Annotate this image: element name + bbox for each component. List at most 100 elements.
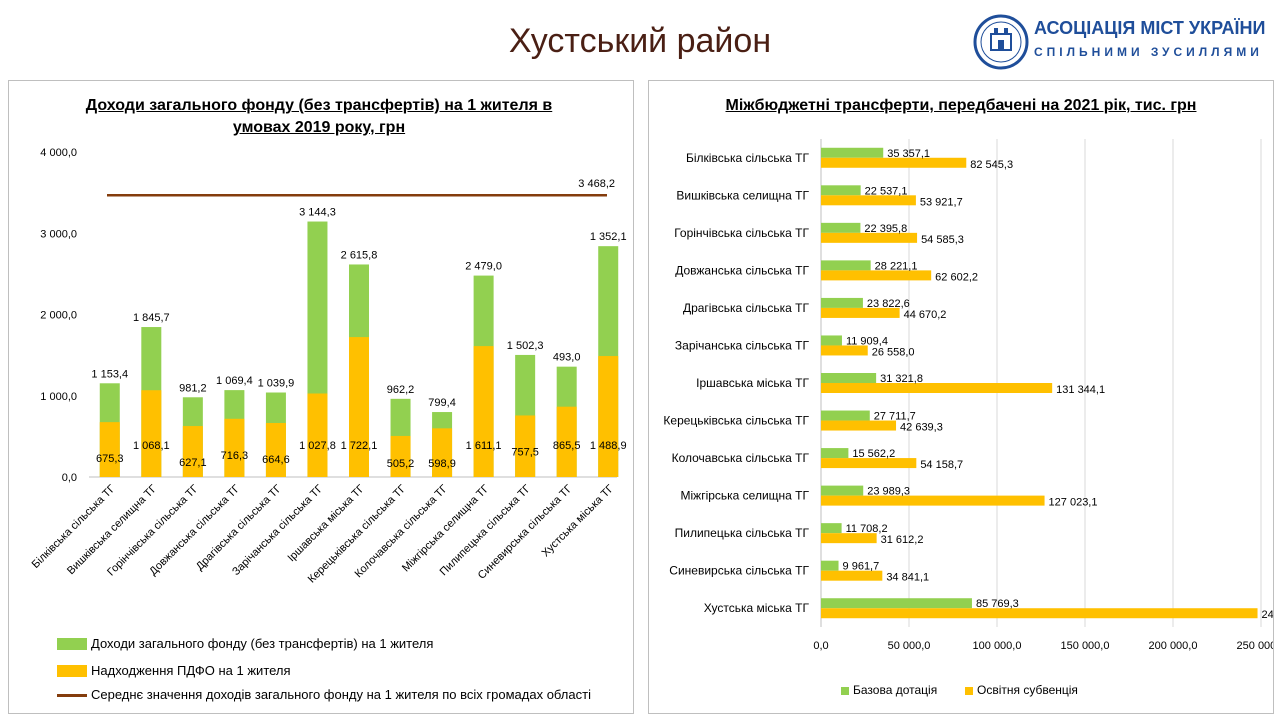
pdfo-data-label: 598,9	[428, 458, 456, 470]
right-chart-panel: Міжбюджетні трансферти, передбачені на 2…	[648, 80, 1274, 714]
education-subvention-data-label: 54 585,3	[921, 234, 964, 246]
pdfo-data-label: 1 722,1	[341, 440, 378, 452]
base-subsidy-bar	[821, 373, 877, 383]
pdfo-data-label: 505,2	[387, 458, 415, 470]
legend-swatch-education-subvention	[965, 687, 973, 695]
pdfo-bar	[349, 337, 369, 477]
y-tick-label: Іршавська міська ТГ	[696, 376, 809, 390]
pdfo-bar	[473, 346, 494, 477]
legend-swatch-average	[57, 694, 87, 697]
income-data-label: 981,2	[179, 382, 207, 394]
base-subsidy-bar	[821, 448, 849, 459]
pdfo-data-label: 757,5	[511, 446, 539, 458]
base-subsidy-bar	[821, 523, 842, 534]
base-subsidy-data-label: 15 562,2	[852, 448, 895, 460]
y-tick-label: Вишківська селищна ТГ	[676, 188, 809, 202]
income-data-label: 2 615,8	[341, 249, 378, 261]
y-tick-label: Довжанська сільська ТГ	[675, 263, 809, 277]
pdfo-data-label: 1 488,9	[590, 440, 627, 452]
x-tick-label: Іршавська міська ТГ	[285, 483, 367, 565]
base-subsidy-data-label: 85 769,3	[976, 598, 1019, 610]
y-tick-label: Хустська міська ТГ	[704, 601, 810, 615]
left-chart-title-line1: Доходи загального фонду (без трансфертів…	[85, 97, 553, 114]
association-logo: АСОЦІАЦІЯ МІСТ УКРАЇНИ СПІЛЬНИМИ ЗУСИЛЛЯ…	[972, 12, 1272, 72]
education-subvention-bar	[821, 420, 897, 431]
base-subsidy-data-label: 11 909,4	[846, 335, 888, 347]
legend-pdfo-label: Надходження ПДФО на 1 жителя	[91, 663, 291, 678]
legend-education-subvention-label: Освітня субвенція	[977, 683, 1078, 697]
education-subvention-bar	[821, 195, 916, 206]
base-subsidy-bar	[821, 485, 864, 496]
education-subvention-data-label: 44 670,2	[904, 309, 947, 321]
left-chart-title: Доходи загального фонду (без трансфертів…	[49, 95, 589, 139]
x-tick-label: Білківська сільська ТГ	[30, 483, 118, 571]
base-subsidy-data-label: 27 711,7	[874, 411, 916, 423]
income-data-label: 962,2	[387, 384, 415, 396]
pdfo-data-label: 664,6	[262, 454, 290, 466]
income-data-label: 3 144,3	[299, 207, 336, 219]
pdfo-bar	[224, 418, 245, 477]
x-tick-label: 0,0	[813, 640, 828, 652]
pdfo-bar	[598, 356, 619, 477]
y-tick-label: Керецьківська сільська ТГ	[663, 414, 809, 428]
x-tick-label: 250 000,0	[1237, 640, 1273, 652]
base-subsidy-bar	[821, 147, 884, 158]
pdfo-bar	[556, 406, 577, 477]
education-subvention-data-label: 34 841,1	[886, 572, 929, 584]
education-subvention-bar	[821, 270, 932, 281]
y-tick-label: 0,0	[62, 472, 77, 484]
income-data-label: 1 153,4	[91, 368, 128, 380]
base-subsidy-bar	[821, 222, 861, 233]
pdfo-data-label: 1 068,1	[133, 440, 170, 452]
y-tick-label: Колочавська сільська ТГ	[672, 451, 810, 465]
y-tick-label: Горінчівська сільська ТГ	[674, 226, 809, 240]
base-subsidy-data-label: 31 321,8	[880, 373, 923, 385]
education-subvention-bar	[821, 533, 877, 544]
base-subsidy-bar	[821, 185, 861, 196]
base-subsidy-data-label: 23 822,6	[867, 298, 910, 310]
left-bar-chart: 0,0 1 000,0 2 000,0 3 000,0 4 000,0 1 153,4 67…	[30, 147, 627, 585]
education-subvention-bar	[821, 608, 1258, 619]
y-tick-label: Пилипецька сільська ТГ	[675, 526, 810, 540]
y-tick-label: 3 000,0	[40, 228, 77, 240]
pdfo-bar	[515, 415, 536, 477]
income-data-label: 493,0	[553, 352, 581, 364]
pdfo-data-label: 716,3	[221, 450, 249, 462]
income-data-label: 2 479,0	[465, 261, 502, 273]
y-tick-label: Зарічанська сільська ТГ	[675, 338, 810, 352]
base-subsidy-bar	[821, 560, 839, 571]
city-emblem-icon	[973, 14, 1029, 70]
pdfo-bar	[99, 422, 120, 477]
legend-income-label: Доходи загального фонду (без трансфертів…	[91, 636, 434, 651]
education-subvention-bar	[821, 345, 868, 356]
pdfo-data-label: 1 027,8	[299, 440, 336, 452]
base-subsidy-bar	[821, 260, 871, 271]
income-data-label: 1 502,3	[507, 340, 544, 352]
pdfo-bar	[307, 393, 328, 477]
y-tick-label: Білківська сільська ТГ	[686, 151, 809, 165]
base-subsidy-data-label: 22 395,8	[864, 223, 907, 235]
y-tick-label: 2 000,0	[40, 310, 77, 322]
education-subvention-data-label: 62 602,2	[935, 271, 978, 283]
pdfo-bar	[390, 435, 411, 477]
x-tick-label: 50 000,0	[888, 640, 931, 652]
income-data-label: 1 039,9	[258, 378, 295, 390]
left-chart-panel: Доходи загального фонду (без трансфертів…	[8, 80, 634, 714]
logo-title: АСОЦІАЦІЯ МІСТ УКРАЇНИ	[1034, 18, 1266, 38]
education-subvention-bar	[821, 232, 918, 243]
pdfo-bar	[141, 390, 162, 477]
x-tick-label: Драгівська сільська ТГ	[194, 483, 284, 573]
x-tick-label: 150 000,0	[1061, 640, 1110, 652]
education-subvention-data-label: 248 030,6	[1262, 609, 1273, 621]
base-subsidy-data-label: 28 221,1	[875, 260, 918, 272]
education-subvention-bar	[821, 307, 900, 318]
education-subvention-data-label: 26 558,0	[872, 346, 915, 358]
legend-swatch-pdfo	[57, 665, 87, 677]
pdfo-bar	[182, 426, 203, 477]
education-subvention-bar	[821, 157, 967, 168]
base-subsidy-data-label: 35 357,1	[887, 148, 930, 160]
income-data-label: 799,4	[428, 397, 456, 409]
base-subsidy-data-label: 23 989,3	[867, 486, 910, 498]
base-subsidy-bar	[821, 410, 870, 421]
income-data-label: 1 845,7	[133, 312, 170, 324]
